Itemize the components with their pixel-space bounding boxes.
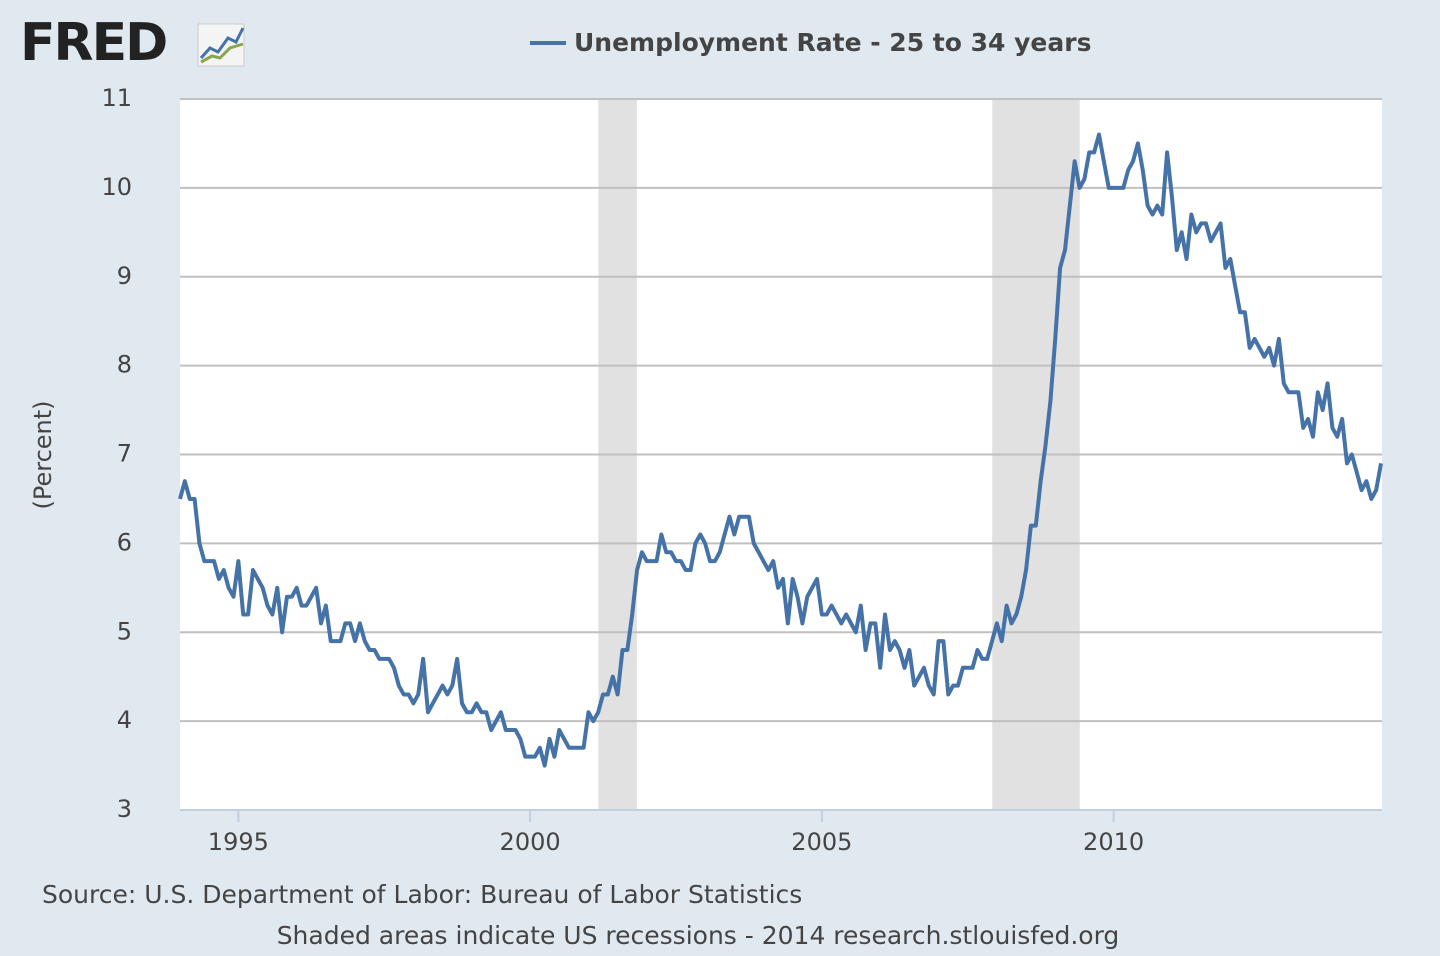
- logo-icon: [197, 23, 245, 67]
- y-tick-label: 7: [117, 440, 132, 468]
- y-tick-label: 5: [117, 617, 132, 645]
- x-tick-label: 1995: [208, 828, 269, 856]
- logo: FRED: [20, 13, 166, 73]
- source: Source: U.S. Department of Labor: Bureau…: [42, 880, 802, 909]
- legend-label: Unemployment Rate - 25 to 34 years: [574, 28, 1091, 57]
- y-axis-label: (Percent): [29, 400, 57, 509]
- x-tick-label: 2000: [500, 828, 561, 856]
- y-tick-label: 6: [117, 528, 132, 556]
- note: Shaded areas indicate US recessions - 20…: [277, 921, 1120, 950]
- x-tick-label: 2005: [791, 828, 852, 856]
- y-tick-label: 10: [101, 173, 132, 201]
- x-tick-label: 2010: [1083, 828, 1144, 856]
- legend-item: Unemployment Rate - 25 to 34 years: [530, 28, 1091, 57]
- y-tick-label: 9: [117, 262, 132, 290]
- y-tick-label: 8: [117, 351, 132, 379]
- series-line: [178, 132, 1383, 768]
- y-tick-label: 4: [117, 706, 132, 734]
- y-tick-label: 3: [117, 795, 132, 823]
- y-tick-label: 11: [101, 84, 132, 112]
